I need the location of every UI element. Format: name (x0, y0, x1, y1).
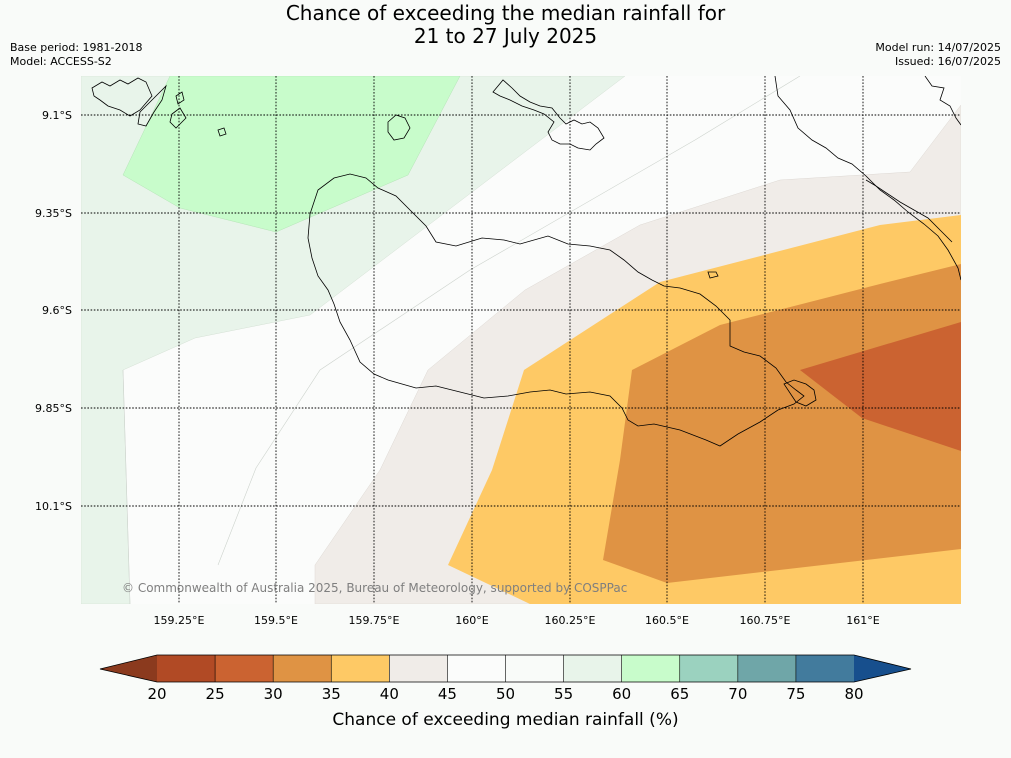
lon-label: 160.25°E (545, 614, 596, 627)
colorbar-tick-label: 35 (322, 685, 341, 703)
lon-label: 159.25°E (154, 614, 205, 627)
colorbar-tick-label: 30 (264, 685, 283, 703)
colorbar-bin (795, 655, 855, 682)
colorbar-tick-label: 75 (786, 685, 805, 703)
colorbar-tick-label: 25 (206, 685, 225, 703)
colorbar-tick-label: 55 (554, 685, 573, 703)
probability-fields (81, 76, 961, 604)
colorbar-bin (215, 655, 274, 682)
colorbar-tick-label: 70 (728, 685, 747, 703)
graticule (81, 76, 961, 604)
colorbar-tick-label: 45 (438, 685, 457, 703)
lat-label: 10.1°S (35, 500, 72, 513)
lon-label: 160.75°E (740, 614, 791, 627)
colorbar-tick-label: 65 (670, 685, 689, 703)
copyright-note: © Commonwealth of Australia 2025, Bureau… (122, 581, 627, 595)
colorbar-bin (273, 655, 332, 682)
meta-left: Base period: 1981-2018 Model: ACCESS-S2 (10, 41, 142, 69)
colorbar-bins (157, 655, 855, 682)
lon-label: 159.5°E (254, 614, 298, 627)
colorbar-bin (447, 655, 506, 682)
colorbar-tick-label: 50 (496, 685, 515, 703)
model-name: Model: ACCESS-S2 (10, 55, 112, 68)
lon-label: 159.75°E (349, 614, 400, 627)
lat-label: 9.6°S (42, 304, 72, 317)
colorbar-bin (621, 655, 681, 682)
lon-label: 160°E (455, 614, 488, 627)
lat-labels: 9.1°S 9.35°S 9.6°S 9.85°S 10.1°S (35, 109, 72, 513)
map-title-line1: Chance of exceeding the median rainfall … (285, 1, 726, 25)
colorbar-tick-label: 40 (380, 685, 399, 703)
lon-label: 161°E (846, 614, 879, 627)
lat-label: 9.85°S (35, 402, 72, 415)
base-period: Base period: 1981-2018 (10, 41, 143, 54)
colorbar: 20 25 30 35 40 45 50 55 60 65 70 75 80 (99, 654, 912, 703)
map-title-line2: 21 to 27 July 2025 (413, 24, 598, 48)
colorbar-outline (99, 654, 912, 683)
issued-date: Issued: 16/07/2025 (894, 55, 1001, 68)
lat-label: 9.35°S (35, 207, 72, 220)
colorbar-bin (563, 655, 623, 682)
field-30-35 (603, 264, 961, 583)
colorbar-tick-label: 60 (612, 685, 631, 703)
colorbar-ticks: 20 25 30 35 40 45 50 55 60 65 70 75 80 (147, 685, 863, 703)
colorbar-high-extend (854, 655, 911, 682)
colorbar-bin (331, 655, 390, 682)
colorbar-tick-label: 80 (844, 685, 863, 703)
lon-labels: 159.25°E 159.5°E 159.75°E 160°E 160.25°E… (154, 614, 880, 627)
lon-label: 160.5°E (645, 614, 689, 627)
colorbar-tick-label: 20 (147, 685, 166, 703)
colorbar-bin (389, 655, 448, 682)
colorbar-low-extend (100, 655, 157, 682)
colorbar-bin (679, 655, 739, 682)
field-25-30 (800, 322, 961, 451)
model-run: Model run: 14/07/2025 (875, 41, 1001, 54)
colorbar-bin (505, 655, 565, 682)
colorbar-bin (737, 655, 797, 682)
colorbar-bin (157, 655, 216, 682)
faint-contours (122, 76, 801, 604)
meta-right: Model run: 14/07/2025 Issued: 16/07/2025 (875, 41, 1001, 69)
colorbar-label: Chance of exceeding median rainfall (%) (332, 710, 679, 730)
lat-label: 9.1°S (42, 109, 72, 122)
